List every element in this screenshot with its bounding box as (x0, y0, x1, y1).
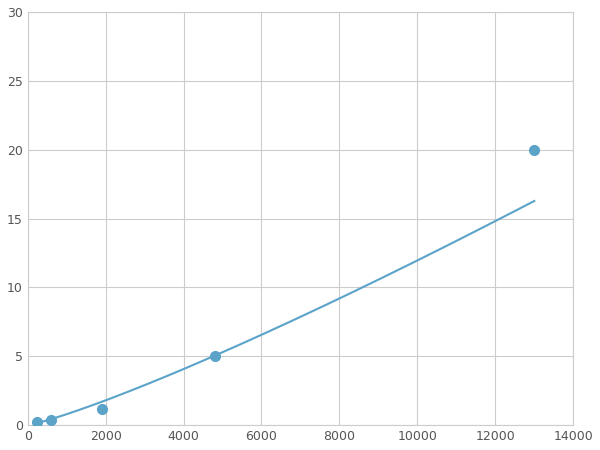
Point (32, 419, 42, 426)
Point (529, 146, 539, 153)
Point (210, 353, 220, 360)
Point (46, 416, 56, 423)
Point (97, 405, 107, 412)
